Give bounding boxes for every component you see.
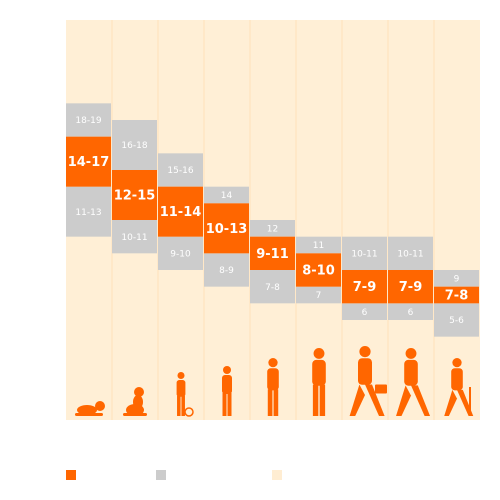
lower-range-bar-label: 10-11 xyxy=(121,233,147,243)
elder-cane-icon xyxy=(444,358,474,416)
upper-range-bar xyxy=(112,120,157,170)
baby-sitting-icon xyxy=(123,387,147,416)
lower-range-bar-label: 9-10 xyxy=(170,249,191,259)
recommended-bar xyxy=(66,136,111,187)
recommended-bar xyxy=(342,270,387,304)
upper-range-bar xyxy=(66,103,111,137)
legend-swatch xyxy=(156,470,166,480)
upper-range-bar-label: 14 xyxy=(221,191,233,201)
recommended-bar xyxy=(204,203,249,254)
lower-range-bar-label: 7-8 xyxy=(265,283,280,293)
recommended-bar-label: 9-11 xyxy=(256,247,289,262)
legend-swatch xyxy=(66,470,76,480)
lower-range-bar xyxy=(296,286,341,304)
adult-walking-icon xyxy=(396,348,431,416)
upper-range-bar xyxy=(158,153,203,187)
lower-range-bar-label: 8-9 xyxy=(219,266,234,276)
recommended-bar-label: 11-14 xyxy=(160,205,202,220)
upper-range-bar-label: 11 xyxy=(313,241,324,251)
recommended-bar-label: 8-10 xyxy=(302,264,335,279)
lower-range-bar xyxy=(66,186,111,237)
recommended-bar-label: 14-17 xyxy=(68,155,110,170)
teen-icon xyxy=(312,348,326,416)
legend-swatch xyxy=(272,470,282,480)
upper-range-bar-label: 16-18 xyxy=(121,141,147,151)
lower-range-bar xyxy=(342,303,387,320)
recommended-bar-label: 7-9 xyxy=(399,280,423,295)
upper-range-bar xyxy=(296,236,341,254)
upper-range-bar xyxy=(204,186,249,204)
recommended-bar xyxy=(250,236,295,270)
age-figures xyxy=(75,346,474,417)
lower-range-bar xyxy=(112,220,157,254)
kid-icon xyxy=(267,358,279,416)
toddler-icon xyxy=(176,372,194,417)
recommended-bar xyxy=(296,253,341,287)
lower-range-bar xyxy=(434,303,479,337)
recommended-bar xyxy=(158,186,203,237)
upper-range-bar-label: 18-19 xyxy=(75,116,101,126)
recommended-bar xyxy=(434,286,479,304)
baby-crawling-icon xyxy=(75,401,105,416)
upper-range-bar-label: 10-11 xyxy=(397,249,423,259)
recommended-bar-label: 10-13 xyxy=(206,222,248,237)
recommended-bar-label: 12-15 xyxy=(114,189,156,204)
child-icon xyxy=(222,366,232,416)
upper-range-bar xyxy=(434,270,479,287)
upper-range-bar-label: 12 xyxy=(267,224,278,234)
lower-range-bar-label: 5-6 xyxy=(449,316,464,326)
lower-range-bar xyxy=(158,236,203,270)
upper-range-bar xyxy=(388,236,433,270)
upper-range-bar-label: 9 xyxy=(454,274,460,284)
recommended-bar xyxy=(112,170,157,220)
range-bars: 18-19 11-13 16-18 10-11 15-16 9-10 14 8-9 12 7-8 1… xyxy=(66,103,479,337)
recommended-bar-label: 7-8 xyxy=(445,289,469,304)
upper-range-bar xyxy=(250,220,295,237)
lower-range-bar xyxy=(250,270,295,304)
upper-range-bar-label: 15-16 xyxy=(167,166,193,176)
lower-range-bar-label: 6 xyxy=(408,308,414,318)
upper-range-bar-label: 10-11 xyxy=(351,249,377,259)
lower-range-bar-label: 6 xyxy=(362,308,368,318)
upper-range-bar xyxy=(342,236,387,270)
lower-range-bar xyxy=(388,303,433,320)
recommended-bar-label: 7-9 xyxy=(353,280,377,295)
adult-briefcase-icon xyxy=(349,346,387,416)
lower-range-bar-label: 11-13 xyxy=(75,208,101,218)
lower-range-bar xyxy=(204,253,249,287)
lower-range-bar-label: 7 xyxy=(316,291,322,301)
recommended-bar xyxy=(388,270,433,304)
